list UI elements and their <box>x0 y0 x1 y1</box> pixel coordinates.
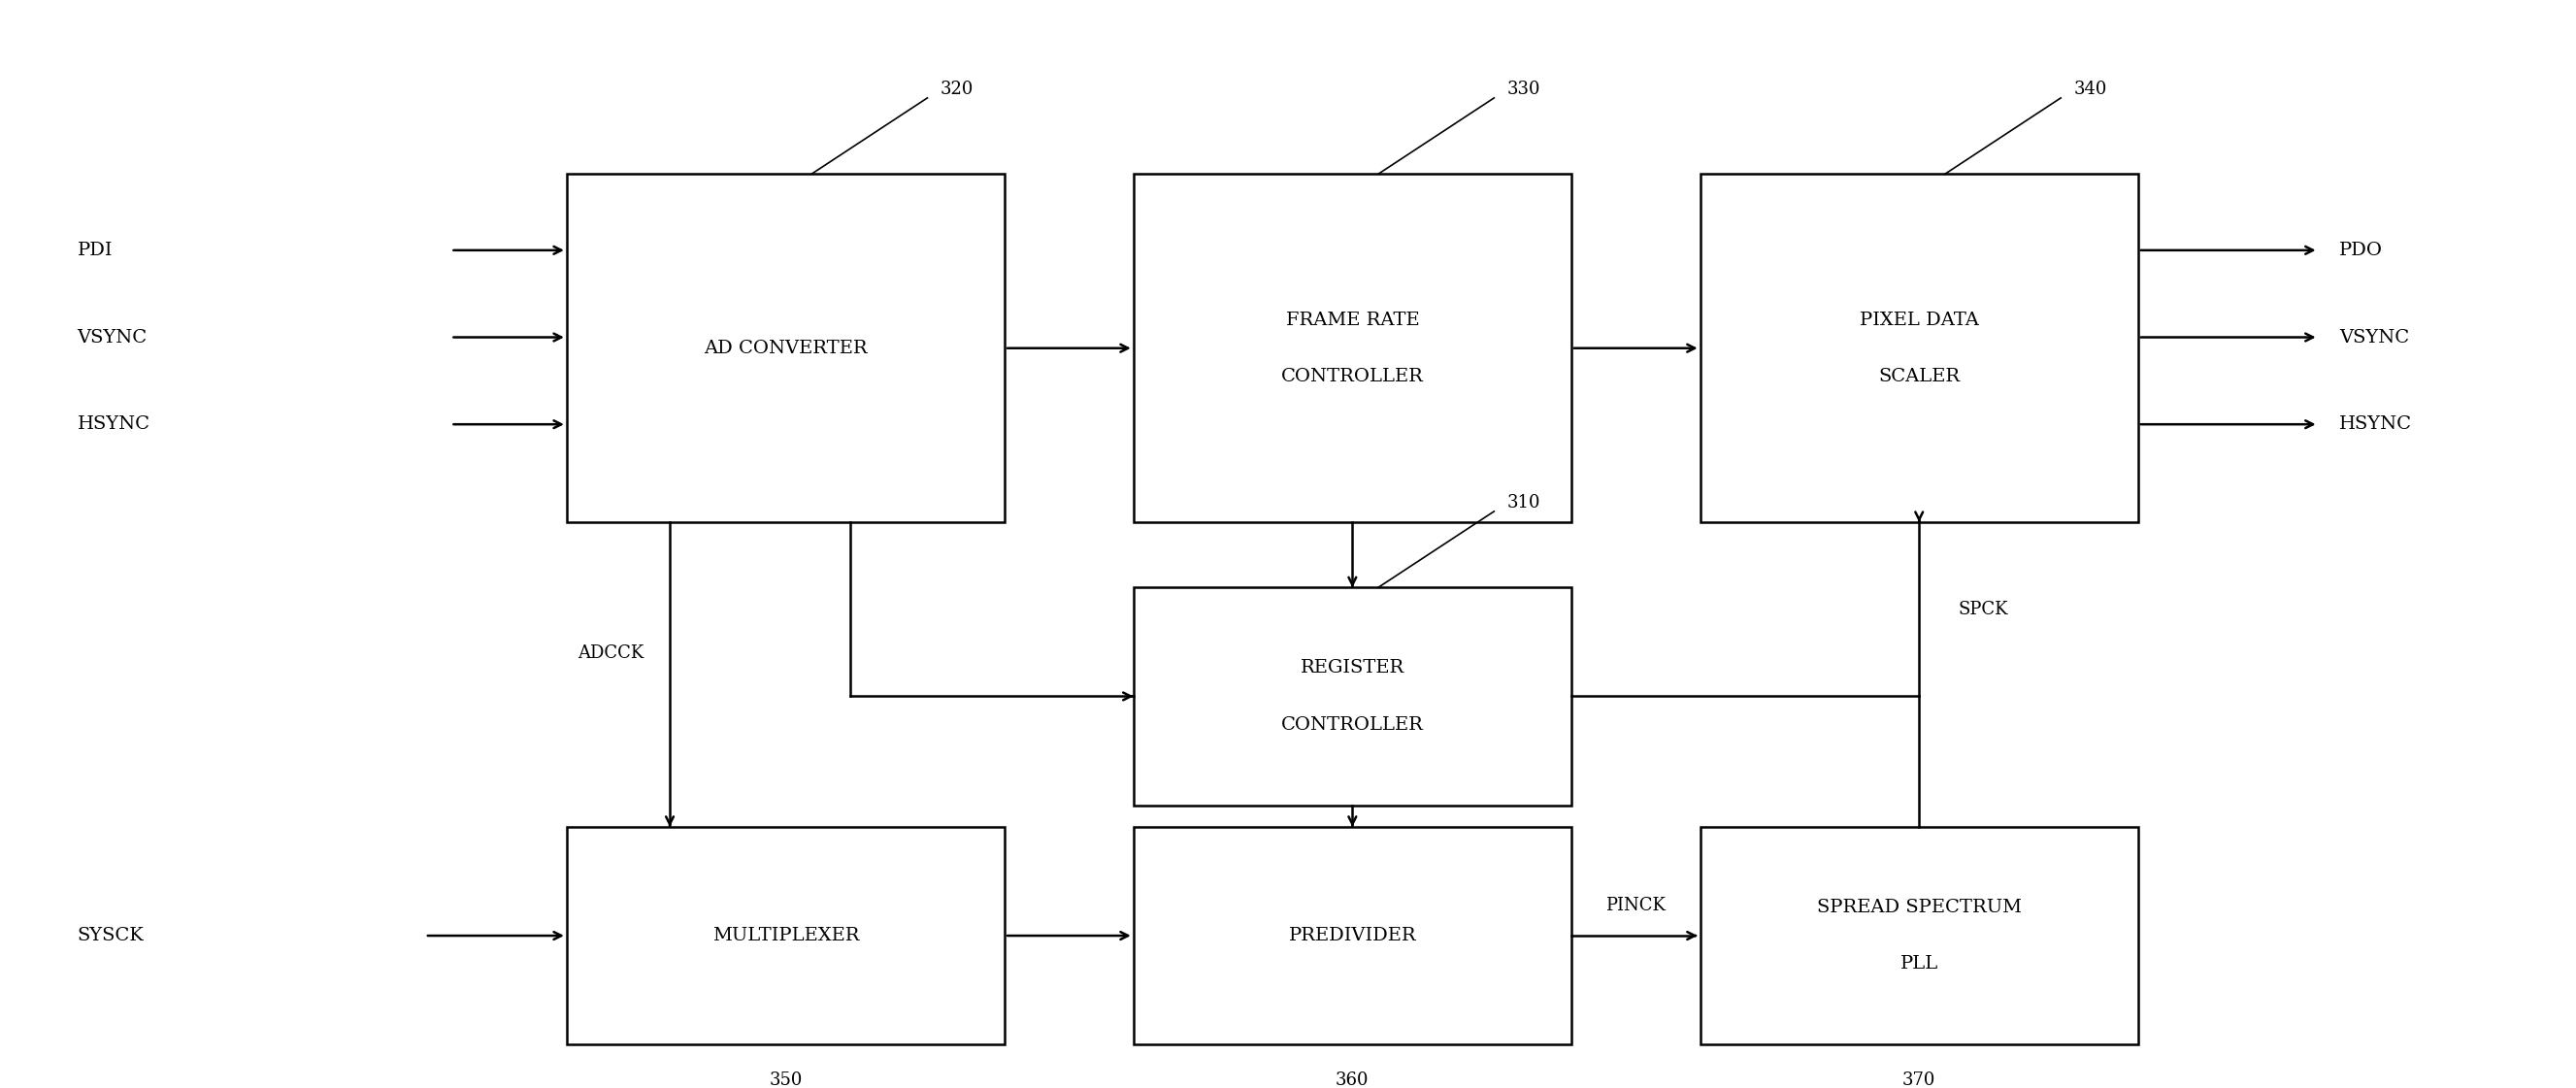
FancyBboxPatch shape <box>1700 827 2138 1044</box>
Text: PREDIVIDER: PREDIVIDER <box>1288 927 1417 944</box>
Text: 320: 320 <box>940 81 974 98</box>
Text: 340: 340 <box>2074 81 2107 98</box>
Text: 310: 310 <box>1507 494 1540 511</box>
Text: 370: 370 <box>1904 1072 1935 1088</box>
FancyBboxPatch shape <box>1700 174 2138 522</box>
Text: VSYNC: VSYNC <box>2339 329 2409 346</box>
Text: CONTROLLER: CONTROLLER <box>1280 368 1425 385</box>
Text: PDO: PDO <box>2339 242 2383 259</box>
Text: AD CONVERTER: AD CONVERTER <box>703 339 868 357</box>
Text: REGISTER: REGISTER <box>1301 659 1404 677</box>
Text: HSYNC: HSYNC <box>77 416 149 433</box>
Text: MULTIPLEXER: MULTIPLEXER <box>711 927 860 944</box>
Text: 350: 350 <box>770 1072 801 1088</box>
Text: VSYNC: VSYNC <box>77 329 147 346</box>
Text: 360: 360 <box>1337 1072 1368 1088</box>
Text: PDI: PDI <box>77 242 113 259</box>
FancyBboxPatch shape <box>1133 174 1571 522</box>
Text: HSYNC: HSYNC <box>2339 416 2411 433</box>
FancyBboxPatch shape <box>1133 588 1571 805</box>
FancyBboxPatch shape <box>1133 827 1571 1044</box>
Text: PLL: PLL <box>1901 955 1937 973</box>
Text: SCALER: SCALER <box>1878 368 1960 385</box>
Text: CONTROLLER: CONTROLLER <box>1280 716 1425 733</box>
Text: PIXEL DATA: PIXEL DATA <box>1860 311 1978 329</box>
Text: 330: 330 <box>1507 81 1540 98</box>
FancyBboxPatch shape <box>567 827 1005 1044</box>
Text: SYSCK: SYSCK <box>77 927 144 944</box>
Text: SPCK: SPCK <box>1958 601 2007 618</box>
Text: PINCK: PINCK <box>1605 897 1667 914</box>
Text: FRAME RATE: FRAME RATE <box>1285 311 1419 329</box>
FancyBboxPatch shape <box>567 174 1005 522</box>
Text: SPREAD SPECTRUM: SPREAD SPECTRUM <box>1816 899 2022 916</box>
Text: ADCCK: ADCCK <box>577 644 644 662</box>
